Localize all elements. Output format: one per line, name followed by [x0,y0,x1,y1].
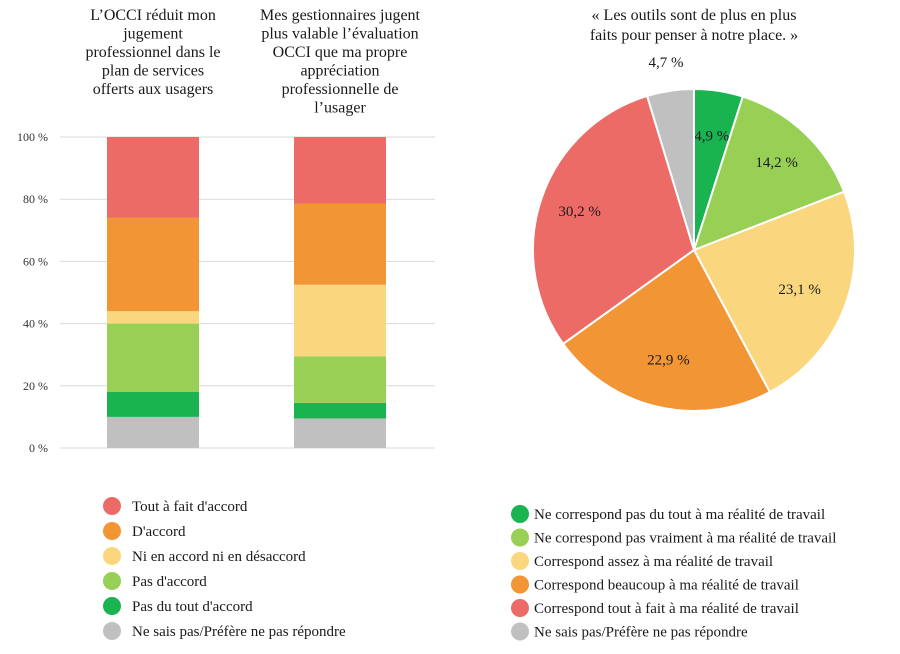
legend-label: Correspond tout à fait à ma réalité de t… [534,601,799,617]
pie-slice [532,94,696,346]
bar-segment [107,392,199,417]
legend-marker [511,505,529,523]
pie-title: « Les outils sont de plus en plus faits p… [590,7,798,44]
pie-slice [692,95,846,252]
pie-chart: « Les outils sont de plus en plus faits p… [511,7,856,641]
slice-label: 4,7 % [649,55,684,71]
slice-label: 22,9 % [647,353,690,369]
legend-label: Correspond beaucoup à ma réalité de trav… [534,578,799,594]
pie-slice [645,87,695,251]
category-title: Mes gestionnaires jugent plus valable l’é… [260,7,421,117]
y-tick-label: 20 % [23,379,48,393]
stacked-bar-chart: 0 % 20 % 40 % 60 % 80 % 100 % L’OCCI réduit mo… [17,7,435,640]
legend-marker [103,547,121,565]
bar-segment [107,323,199,393]
slice-label: 23,1 % [778,282,821,298]
bar-segment [294,284,386,357]
legend-label: Ne sais pas/Préfère ne pas répondre [534,625,748,641]
legend-marker [511,528,529,547]
y-tick-label: 60 % [23,254,48,268]
bar-segment [294,137,386,204]
legend-label: Ne correspond pas du tout à ma réalité d… [534,507,825,523]
legend-marker [103,572,121,590]
slice-label: 4,9 % [694,128,729,144]
legend-label: D'accord [132,524,186,540]
y-tick-label: 0 % [29,441,48,455]
y-tick-label: 40 % [23,317,48,331]
legend-label: Ni en accord ni en désaccord [132,549,306,565]
bar-segment [294,203,386,285]
bar-segment [107,416,199,448]
category-title: L’OCCI réduit mon jugement professionnel d… [85,7,220,98]
bar-segment [294,356,386,403]
legend-marker [511,599,529,617]
legend-label: Correspond assez à ma réalité de travail [534,554,773,570]
legend-marker [511,622,529,641]
legend-label: Pas du tout d'accord [132,599,253,615]
legend-marker [103,497,121,515]
legend-label: Pas d'accord [132,574,207,590]
legend-marker [511,552,529,570]
bar-segment [294,418,386,448]
y-tick-label: 80 % [23,192,48,206]
bar-segment [107,311,199,324]
legend-label: Ne correspond pas vraiment à ma réalité … [534,531,836,547]
slice-label: 30,2 % [558,204,601,220]
bar-segment [107,137,199,218]
legend-marker [103,622,121,640]
legend-marker [103,522,121,540]
y-tick-label: 100 % [17,130,48,144]
bar-segment [107,217,199,312]
pie-slice [561,248,772,412]
slice-label: 14,2 % [755,155,798,171]
legend-marker [511,575,529,594]
legend-marker [103,597,121,615]
legend-label: Ne sais pas/Préfère ne pas répondre [132,624,346,640]
pie-slice [692,190,856,394]
bar-segment [294,402,386,419]
legend-label: Tout à fait d'accord [132,499,248,515]
